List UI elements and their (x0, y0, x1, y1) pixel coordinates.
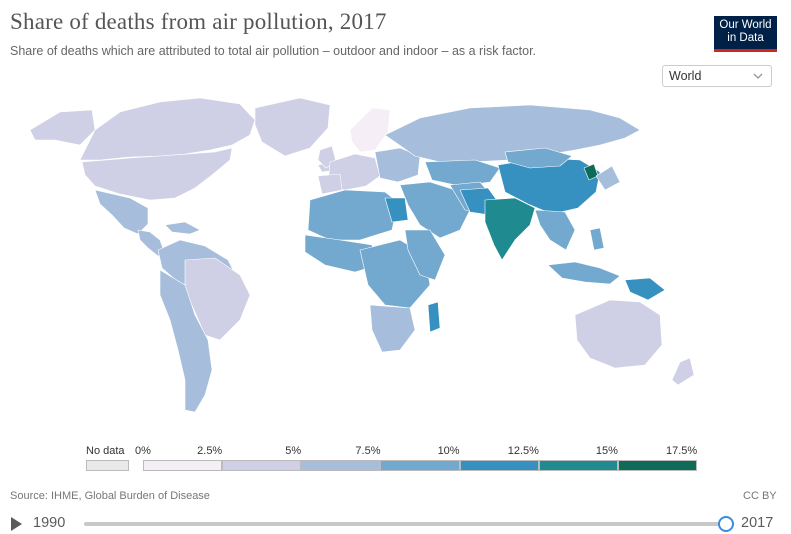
region-canada[interactable] (79, 97, 256, 161)
region-east-africa[interactable] (404, 229, 446, 281)
world-map-svg (29, 97, 695, 413)
timeline-track[interactable] (84, 522, 726, 526)
region-eastern-europe[interactable] (374, 147, 421, 183)
legend-bin[interactable] (380, 460, 460, 471)
legend-tick-label: 7.5% (355, 445, 381, 457)
legend-tick-label: 2.5% (197, 445, 223, 457)
region-new-zealand[interactable] (671, 357, 695, 386)
legend-tick-label: 0% (135, 445, 151, 457)
legend-no-data-swatch[interactable] (86, 460, 129, 471)
region-select[interactable]: World (662, 65, 772, 87)
chart-title: Share of deaths from air pollution, 2017 (10, 9, 387, 34)
region-india[interactable] (484, 197, 536, 261)
region-indonesia[interactable] (547, 261, 621, 285)
region-usa[interactable] (81, 147, 233, 201)
license-link[interactable]: CC BY (743, 490, 777, 502)
legend-tick-label: 12.5% (507, 445, 539, 457)
region-north-africa[interactable] (307, 189, 399, 241)
region-australia[interactable] (574, 299, 663, 369)
legend-tick-label: 5% (285, 445, 302, 457)
timeline-track-fill (84, 522, 726, 526)
legend-tick-label: 17.5% (666, 445, 698, 457)
region-scandinavia[interactable] (349, 107, 391, 153)
world-map[interactable] (0, 90, 791, 440)
region-madagascar[interactable] (427, 301, 441, 333)
legend-bin[interactable] (538, 460, 618, 471)
legend-tick-label: 10% (437, 445, 460, 457)
map-legend: No data 0% 2.5% 5% 7.5% 10% 12.5% 15% 17.5% (0, 440, 791, 475)
region-kazakhstan[interactable] (424, 159, 501, 187)
legend-bin[interactable] (617, 460, 697, 471)
legend-bin[interactable] (301, 460, 381, 471)
play-icon[interactable] (11, 517, 22, 531)
region-iberia[interactable] (317, 173, 343, 195)
legend-bin[interactable] (222, 460, 302, 471)
region-southern-africa[interactable] (369, 304, 416, 353)
region-caribbean[interactable] (164, 221, 201, 235)
legend-tick-label: 15% (595, 445, 618, 457)
region-middle-east[interactable] (399, 181, 471, 239)
region-alaska[interactable] (29, 109, 96, 146)
timeline-handle[interactable] (718, 516, 734, 532)
owid-logo[interactable]: Our World in Data (714, 16, 777, 52)
region-philippines[interactable] (589, 227, 605, 251)
region-egypt[interactable] (384, 197, 409, 223)
region-south-korea-japan[interactable] (595, 165, 621, 191)
logo-line-2: in Data (727, 32, 764, 44)
chevron-down-icon (753, 73, 763, 79)
region-greenland[interactable] (254, 97, 331, 157)
legend-bin[interactable] (459, 460, 539, 471)
region-southeast-asia[interactable] (534, 209, 576, 251)
timeline-start-year: 1990 (33, 515, 66, 531)
timeline: 1990 2017 (0, 512, 791, 534)
region-andes[interactable] (159, 269, 213, 413)
source-note[interactable]: Source: IHME, Global Burden of Disease (10, 490, 210, 502)
chart-subtitle: Share of deaths which are attributed to … (10, 44, 537, 58)
legend-bin[interactable] (143, 460, 223, 471)
region-papua-new-guinea[interactable] (624, 277, 666, 301)
logo-line-1: Our World (719, 19, 772, 31)
legend-no-data-label: No data (86, 445, 125, 457)
region-select-value: World (669, 69, 702, 83)
region-mongolia[interactable] (504, 147, 573, 169)
region-mexico[interactable] (94, 189, 149, 235)
timeline-end-year: 2017 (741, 515, 774, 531)
